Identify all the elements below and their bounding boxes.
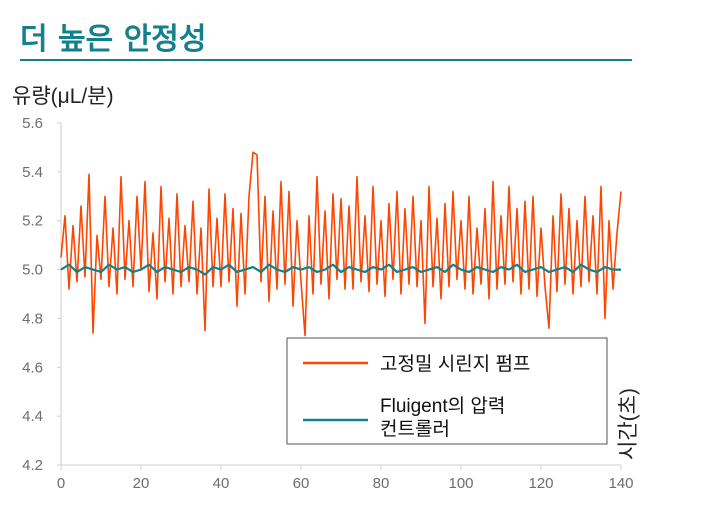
y-tick-label: 5.2: [22, 213, 43, 230]
y-tick-label: 4.4: [22, 408, 43, 425]
x-axis-label: 시간(초): [617, 388, 640, 460]
y-tick-label: 5.4: [22, 164, 43, 181]
series-line-1: [60, 151, 622, 337]
x-tick-label: 140: [608, 475, 633, 492]
x-tick-label: 120: [528, 475, 553, 492]
x-tick-label: 0: [57, 475, 65, 492]
x-tick-label: 60: [293, 475, 310, 492]
page-title: 더 높은 안정성: [20, 22, 207, 57]
x-tick-label: 80: [373, 475, 390, 492]
y-tick-label: 5.6: [22, 115, 43, 132]
legend: 고정밀 시린지 펌프 Fluigent의 압력 컨트롤러: [286, 337, 608, 445]
y-tick-label: 4.2: [22, 457, 43, 474]
x-tick-label: 100: [448, 475, 473, 492]
x-tick-label: 20: [133, 475, 150, 492]
legend-label-fluigent: Fluigent의 압력 컨트롤러: [380, 395, 505, 440]
legend-label-syringe: 고정밀 시린지 펌프: [380, 353, 530, 375]
x-tick-label: 40: [213, 475, 230, 492]
y-tick-label: 4.8: [22, 310, 43, 327]
title-underline: [20, 59, 632, 61]
y-axis-label: 유량(μL/분): [12, 85, 114, 108]
y-tick-label: 4.6: [22, 359, 43, 376]
y-tick-label: 5.0: [22, 262, 43, 279]
legend-box: [286, 337, 608, 445]
series-line-2: [60, 263, 621, 276]
